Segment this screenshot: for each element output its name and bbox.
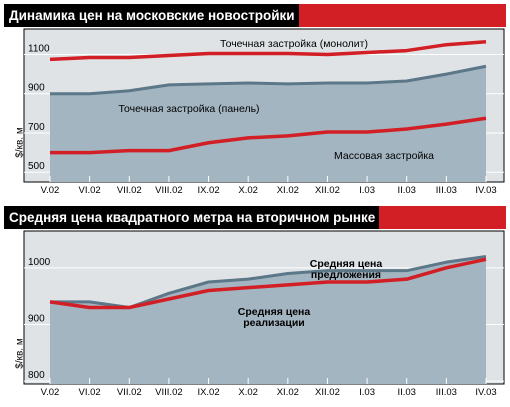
- x-tick-label: XI.02: [277, 185, 299, 196]
- x-tick-label: II.03: [397, 387, 416, 398]
- title-accent-bar: [379, 206, 506, 229]
- x-tick-label: VIII.02: [155, 185, 182, 196]
- y-tick-label: 500: [28, 161, 45, 172]
- x-tick-label: VI.02: [79, 185, 101, 196]
- series-label: Точечная застройка (панель): [118, 103, 259, 115]
- series-line-2: [49, 257, 487, 310]
- x-tick-label: IV.03: [475, 387, 496, 398]
- series-label: Средняя цена предложения: [310, 258, 383, 281]
- x-tick-label: III.03: [436, 387, 457, 398]
- x-tick-label: I.03: [359, 185, 375, 196]
- chart-title: Динамика цен на московские новостройки: [4, 4, 299, 27]
- series-area-fill: [50, 256, 486, 384]
- x-tick-label: IV.03: [475, 185, 496, 196]
- chart-title: Средняя цена квадратного метра на вторич…: [4, 206, 379, 229]
- x-tick-label: VII.02: [117, 185, 142, 196]
- x-tick-label: XII.02: [315, 387, 340, 398]
- x-tick-label: III.03: [436, 185, 457, 196]
- x-tick-label: V.02: [41, 185, 60, 196]
- y-tick-label: 800: [28, 370, 45, 381]
- x-tick-label: VI.02: [79, 387, 101, 398]
- series-area-fill: [50, 66, 486, 182]
- y-tick-label: 700: [28, 122, 45, 133]
- plot-area: 500 700 900 1100 Точечная застройка (монолит…: [23, 28, 505, 196]
- series-label: Средняя цена реализации: [238, 306, 311, 329]
- x-tick-label: I.03: [359, 387, 375, 398]
- plot-area: 800 900 1000 Средняя цена предложения Средняя…: [23, 230, 505, 398]
- y-tick-label: 1100: [28, 44, 50, 55]
- series-line-2: [50, 64, 487, 96]
- series-label: Массовая застройка: [334, 150, 434, 162]
- x-tick-label: XII.02: [315, 185, 340, 196]
- x-tick-label: II.03: [397, 185, 416, 196]
- title-accent-bar: [299, 4, 506, 27]
- y-tick-label: 1000: [28, 257, 51, 268]
- x-tick-label: X.02: [238, 185, 258, 196]
- x-tick-label: V.02: [41, 387, 60, 398]
- series-line-1: [49, 40, 487, 62]
- series-label: Точечная застройка (монолит): [220, 38, 368, 50]
- x-tick-label: VII.02: [117, 387, 142, 398]
- x-tick-label: X.02: [238, 387, 258, 398]
- chart-secondary-market: Средняя цена квадратного метра на вторич…: [4, 206, 506, 404]
- x-tick-label: IX.02: [197, 185, 219, 196]
- x-tick-label: XI.02: [277, 387, 299, 398]
- x-tick-label: IX.02: [197, 387, 219, 398]
- series-line-3: [50, 116, 487, 155]
- x-tick-label: VIII.02: [155, 387, 182, 398]
- y-tick-label: 900: [28, 314, 45, 325]
- y-tick-label: 900: [28, 83, 45, 94]
- chart-new-buildings: Динамика цен на московские новостройки $…: [4, 4, 506, 200]
